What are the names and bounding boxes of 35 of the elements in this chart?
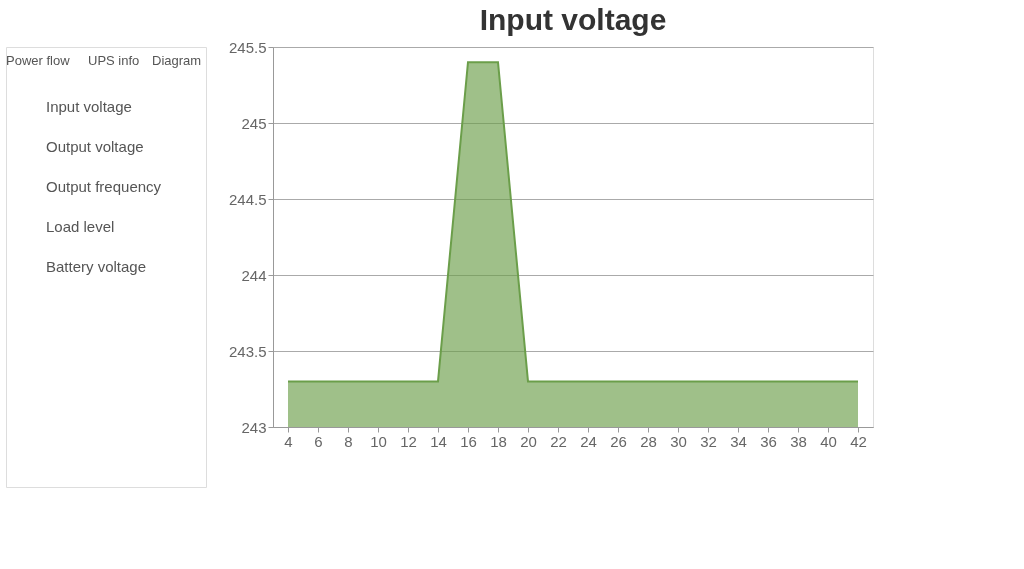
x-tick-label: 12 [400,432,417,450]
x-tick-label: 34 [730,432,747,450]
y-tick-label: 243 [241,418,267,436]
x-tick-label: 40 [820,432,837,450]
text: Load level [46,218,115,235]
text: UPS info [88,53,140,68]
y-tick-label: 245.5 [228,38,267,56]
text: Output voltage [46,138,144,155]
x-tick-label: 42 [850,432,867,450]
x-tick-label: 38 [790,432,807,450]
x-tick-label: 30 [670,432,687,450]
x-tick-label: 28 [640,432,657,450]
y-tick-label: 244 [241,266,267,284]
text: Diagram [152,53,202,68]
x-tick-label: 24 [580,432,597,450]
x-tick-label: 20 [520,432,537,450]
x-tick-label: 4 [284,432,293,450]
x-tick-label: 10 [370,432,387,450]
text: Output frequency [46,178,162,195]
y-tick-label: 245 [241,114,267,132]
x-tick-label: 16 [460,432,477,450]
x-tick-label: 22 [550,432,567,450]
x-tick-label: 18 [490,432,507,450]
x-tick-label: 32 [700,432,717,450]
x-tick-label: 26 [610,432,627,450]
y-tick-label: 243.5 [228,342,267,360]
text: Input voltage [46,98,132,115]
x-tick-label: 6 [314,432,323,450]
x-tick-label: 36 [760,432,777,450]
x-tick-label: 8 [344,432,353,450]
chart-title: Input voltage [479,3,667,36]
text: Power flow [6,53,71,68]
text: Battery voltage [46,258,147,275]
x-tick-label: 14 [430,432,447,450]
y-tick-label: 244.5 [228,190,267,208]
